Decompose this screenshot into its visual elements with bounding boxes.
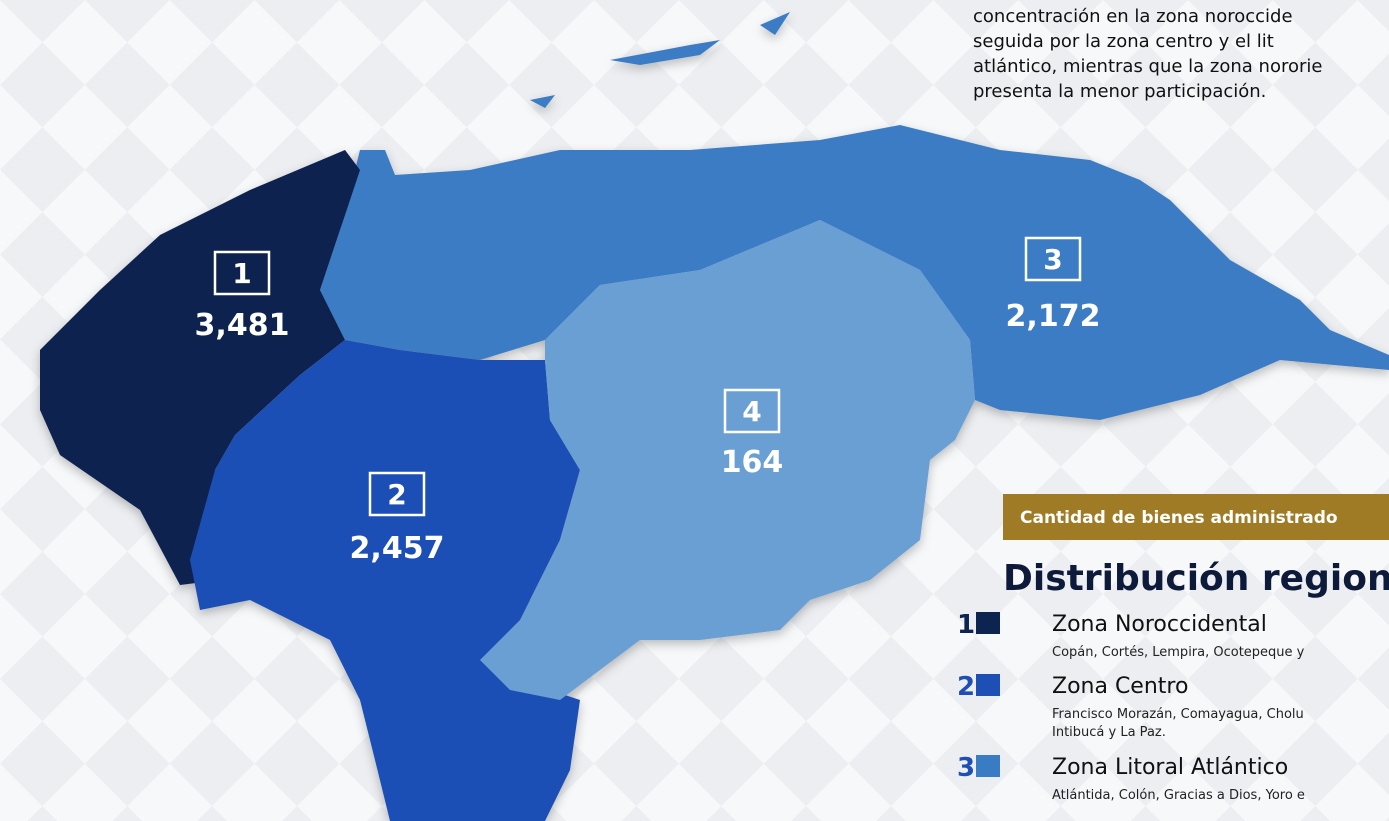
region-number-box [213,250,271,296]
region-1 [40,150,360,585]
heading: Distribución region [1003,558,1389,599]
region-number-box [368,471,426,517]
legend-number: 2 [957,672,975,702]
region-4 [480,220,975,700]
intro-line: atlántico, mientras que la zona nororie [973,56,1322,77]
intro-line: seguida por la zona centro y el lit [973,31,1274,52]
region-2 [190,340,580,821]
intro-line: concentración en la zona noroccide [973,6,1293,27]
legend-number: 1 [957,610,975,640]
region-3 [320,125,1389,420]
region-number: 3 [1043,243,1062,276]
legend-swatch [976,612,1000,634]
region-number-box [1024,236,1082,282]
region-number: 4 [742,395,761,428]
legend-name: Zona Centro [1052,674,1188,699]
map [40,12,1389,821]
banner-text: Cantidad de bienes administrado [1020,508,1338,528]
intro-line: presenta la menor participación. [973,81,1266,102]
legend-name: Zona Litoral Atlántico [1052,755,1288,780]
legend-number: 3 [957,753,975,783]
banner [1003,494,1389,540]
legend-name: Zona Noroccidental [1052,612,1267,637]
region-number: 2 [387,478,406,511]
region-value: 164 [721,445,784,480]
islands [530,12,790,108]
legend-description: Intibucá y La Paz. [1052,725,1166,740]
legend: 1 Zona Noroccidental Copán, Cortés, Lempir… [957,610,1305,803]
region-number: 1 [232,257,251,290]
intro-text: concentración en la zona noroccide seguid… [973,6,1322,102]
region-number-box [723,388,781,434]
region-value: 2,172 [1006,299,1101,334]
legend-description: Copán, Cortés, Lempira, Ocotepeque y [1052,645,1305,660]
legend-description: Atlántida, Colón, Gracias a Dios, Yoro e [1052,788,1305,803]
region-labels: 1 3,481 2 2,457 3 2,172 4 164 [195,236,1101,566]
region-value: 2,457 [350,531,445,566]
legend-swatch [976,674,1000,696]
region-value: 3,481 [195,308,290,343]
legend-swatch [976,755,1000,777]
legend-description: Francisco Morazán, Comayagua, Cholu [1052,707,1304,722]
